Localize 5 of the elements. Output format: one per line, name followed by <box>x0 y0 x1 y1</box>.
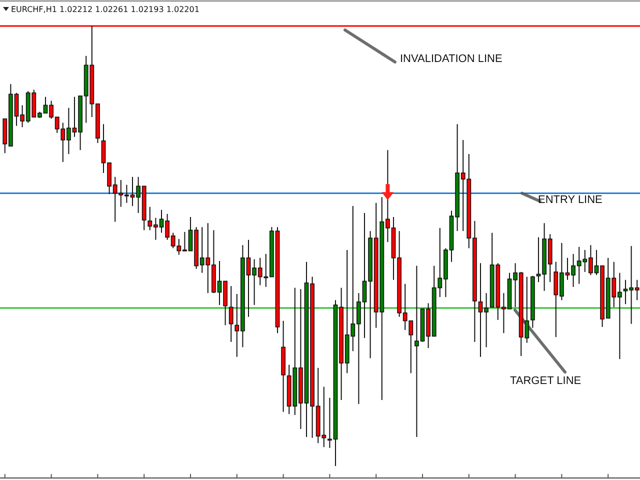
chart-title: EURCHF,H1 1.02212 1.02261 1.02193 1.02201 <box>11 5 200 14</box>
ref-line-label: INVALIDATION LINE <box>400 53 502 65</box>
ref-line-label: ENTRY LINE <box>538 194 602 206</box>
ref-line-label: TARGET LINE <box>510 375 582 388</box>
candlestick <box>228 286 234 342</box>
